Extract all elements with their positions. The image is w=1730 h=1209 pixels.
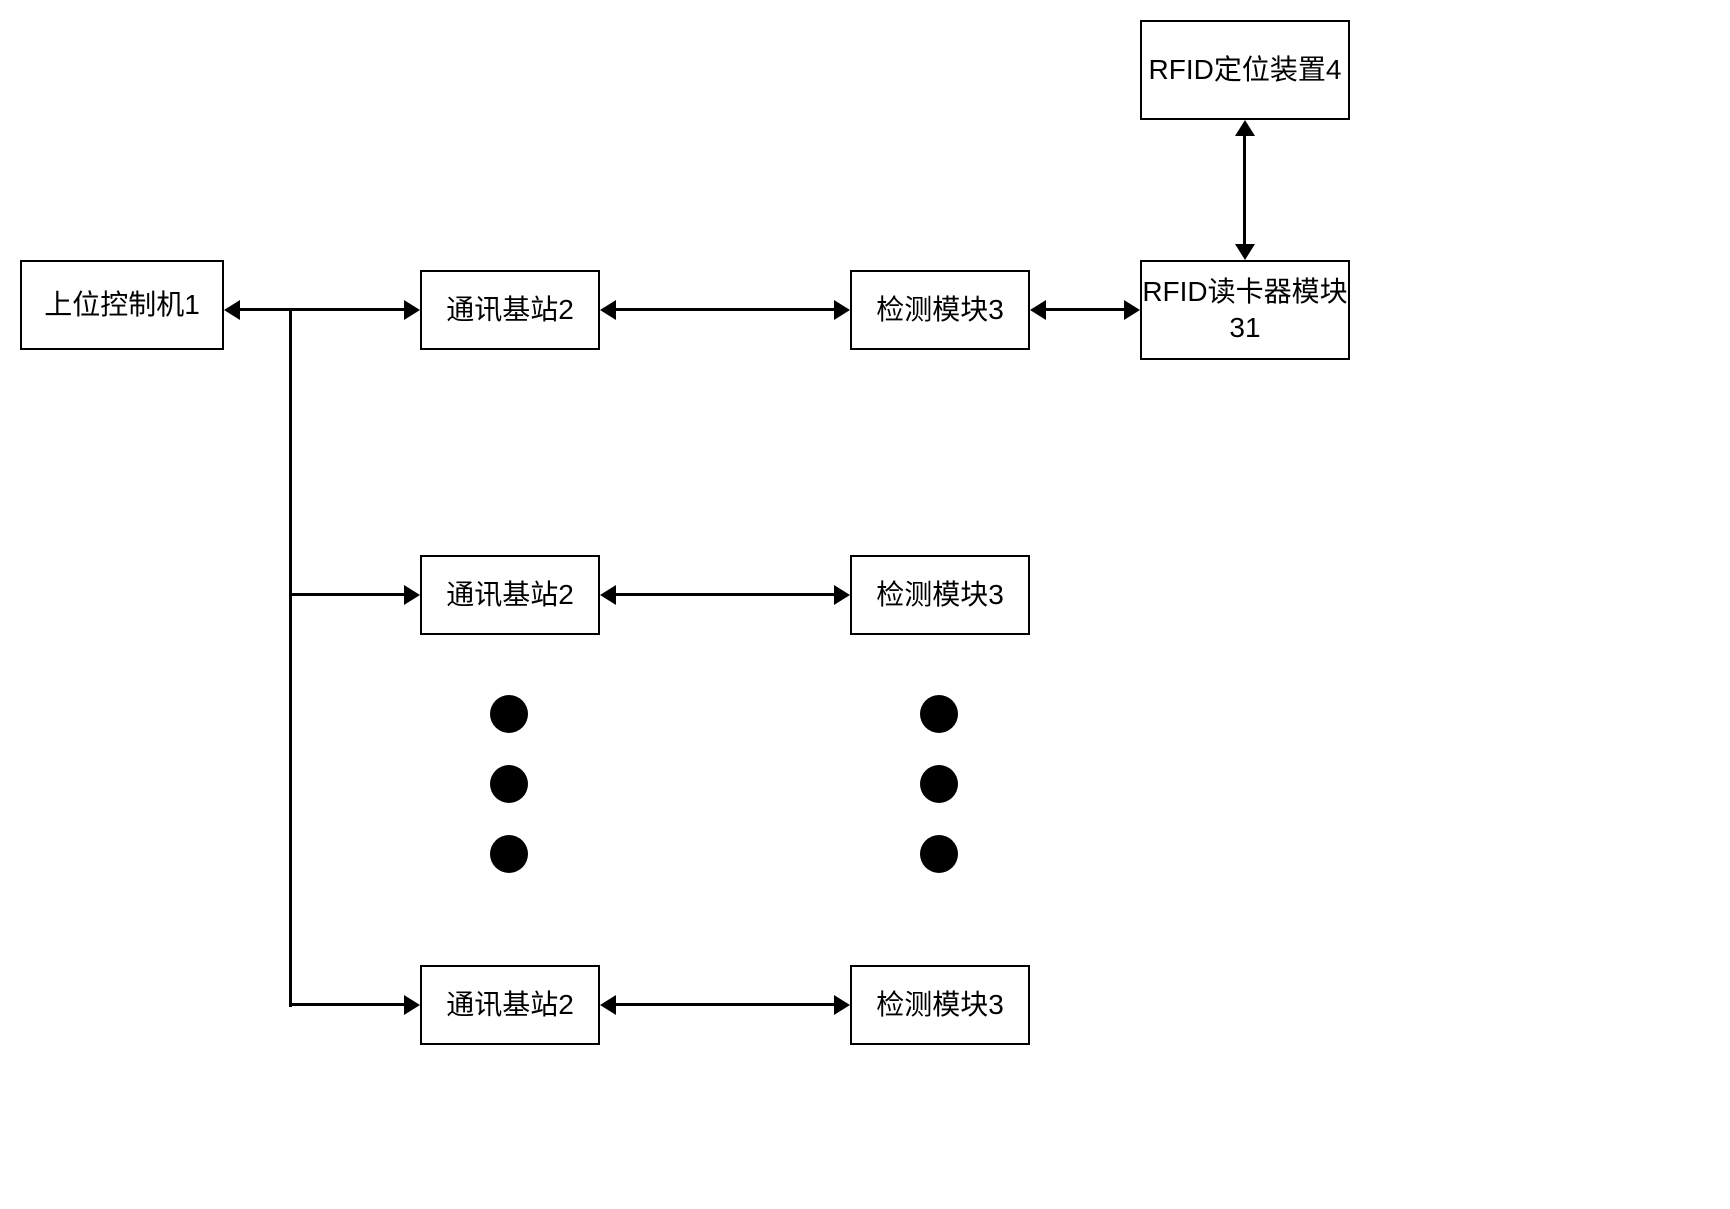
h-line-bs3-det3 [616,1003,834,1006]
arrow-right-rfidreader [1124,300,1140,320]
h-line-trunk-bs3 [290,1003,404,1006]
ellipsis-dot [490,835,528,873]
arrow-up-rfidlocator [1235,120,1255,136]
base-station-label-3: 通讯基站2 [446,987,574,1023]
host-control-label: 上位控制机1 [44,287,200,323]
v-line-rfid [1243,136,1246,244]
arrow-right-det3 [834,995,850,1015]
rfid-locator-label: RFID定位装置4 [1149,52,1342,88]
vertical-trunk-line [289,308,292,1007]
ellipsis-dot [920,695,958,733]
h-line-bs1-det1 [616,308,834,311]
arrow-right-bs1 [404,300,420,320]
arrow-down-rfidreader [1235,244,1255,260]
detection-box-2: 检测模块3 [850,555,1030,635]
arrow-right-bs2 [404,585,420,605]
rfid-reader-box: RFID读卡器模块31 [1140,260,1350,360]
base-station-box-1: 通讯基站2 [420,270,600,350]
ellipsis-dot [920,835,958,873]
ellipsis-dot [490,695,528,733]
host-control-box: 上位控制机1 [20,260,224,350]
detection-label-1: 检测模块3 [876,292,1004,328]
h-line-host-bs1 [240,308,404,311]
h-line-det1-rfid [1046,308,1124,311]
base-station-box-2: 通讯基站2 [420,555,600,635]
base-station-label-2: 通讯基站2 [446,577,574,613]
arrow-right-det1 [834,300,850,320]
ellipsis-dot [490,765,528,803]
arrow-left-bs3 [600,995,616,1015]
base-station-box-3: 通讯基站2 [420,965,600,1045]
detection-box-1: 检测模块3 [850,270,1030,350]
detection-label-3: 检测模块3 [876,987,1004,1023]
h-line-bs2-det2 [616,593,834,596]
ellipsis-dot [920,765,958,803]
detection-box-3: 检测模块3 [850,965,1030,1045]
h-line-trunk-bs2 [290,593,404,596]
detection-label-2: 检测模块3 [876,577,1004,613]
arrow-left-bs1 [600,300,616,320]
base-station-label-1: 通讯基站2 [446,292,574,328]
arrow-left-bs2 [600,585,616,605]
arrow-left-det1r [1030,300,1046,320]
rfid-locator-box: RFID定位装置4 [1140,20,1350,120]
arrow-right-det2 [834,585,850,605]
arrow-right-bs3 [404,995,420,1015]
rfid-reader-label: RFID读卡器模块31 [1142,274,1348,347]
arrow-left-host [224,300,240,320]
